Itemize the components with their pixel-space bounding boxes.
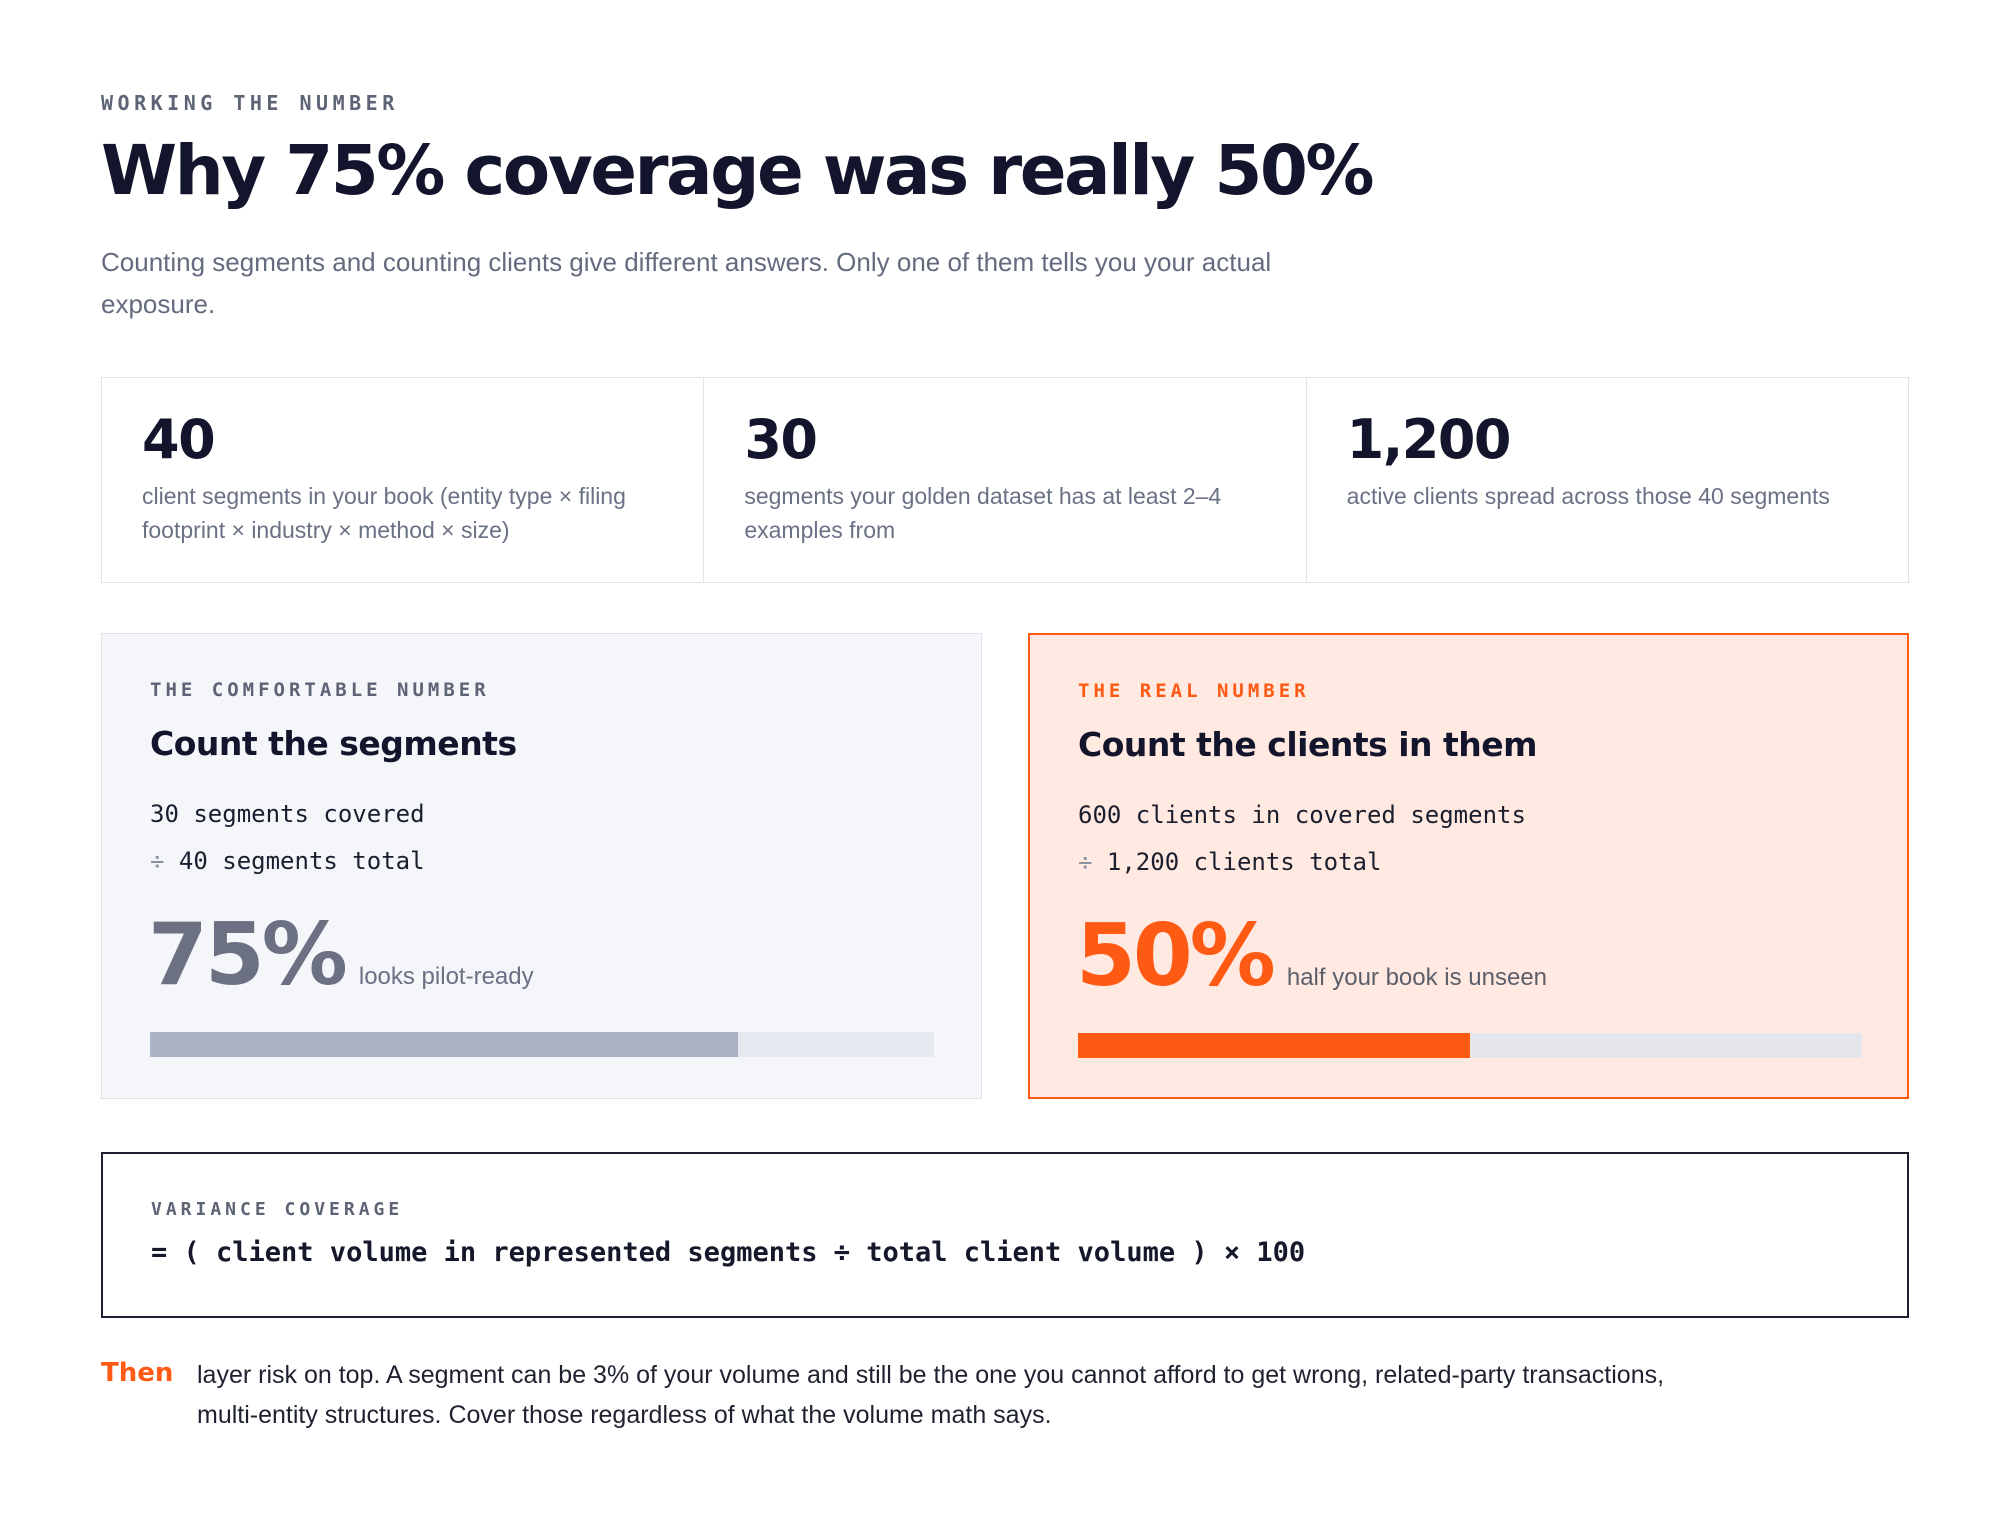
page-title: Why 75% coverage was really 50% xyxy=(101,131,1375,211)
result-note: half your book is unseen xyxy=(1286,964,1548,991)
calc-denominator-text: 1,200 clients total xyxy=(1106,848,1382,876)
divide-sign: ÷ xyxy=(150,847,165,875)
page-subtitle: Counting segments and counting clients g… xyxy=(101,247,1272,319)
coverage-bar-fill xyxy=(1078,1033,1470,1058)
stat-value: 40 xyxy=(142,408,216,471)
stat-value: 30 xyxy=(744,408,818,471)
stat-label: segments your golden dataset has at leas… xyxy=(744,483,1222,543)
stat-label: active clients spread across those 40 se… xyxy=(1346,483,1830,509)
result-row: 75% looks pilot-ready xyxy=(148,904,534,1007)
stat-label: client segments in your book (entity typ… xyxy=(142,483,626,543)
real-number-card: THE REAL NUMBER Count the clients in the… xyxy=(1028,633,1909,1099)
card-eyebrow: THE REAL NUMBER xyxy=(1078,680,1310,702)
result-percent: 75% xyxy=(148,905,348,1005)
stat-covered-segments: 30 segments your golden dataset has at l… xyxy=(704,378,1307,582)
calc-denominator: ÷ 40 segments total xyxy=(150,847,425,875)
comfortable-number-card: THE COMFORTABLE NUMBER Count the segment… xyxy=(101,633,982,1099)
coverage-bar xyxy=(1078,1033,1862,1058)
card-title: Count the clients in them xyxy=(1078,725,1538,764)
result-note: looks pilot-ready xyxy=(358,963,534,990)
calc-numerator: 600 clients in covered segments xyxy=(1078,801,1526,829)
calc-denominator: ÷ 1,200 clients total xyxy=(1078,848,1381,876)
coverage-bar-fill xyxy=(150,1032,738,1057)
formula-box: VARIANCE COVERAGE = ( client volume in r… xyxy=(101,1152,1909,1318)
footnote-lead: Then xyxy=(101,1358,174,1388)
result-percent: 50% xyxy=(1076,906,1276,1006)
divide-sign: ÷ xyxy=(1078,848,1093,876)
result-row: 50% half your book is unseen xyxy=(1076,905,1547,1008)
stat-segments: 40 client segments in your book (entity … xyxy=(102,378,705,582)
coverage-bar xyxy=(150,1032,934,1057)
card-title: Count the segments xyxy=(150,724,517,763)
formula-expression: = ( client volume in represented segment… xyxy=(151,1237,1306,1268)
calc-denominator-text: 40 segments total xyxy=(178,847,425,875)
calc-numerator: 30 segments covered xyxy=(150,800,425,828)
stat-value: 1,200 xyxy=(1346,408,1512,471)
stats-row: 40 client segments in your book (entity … xyxy=(101,377,1909,583)
formula-label: VARIANCE COVERAGE xyxy=(151,1199,404,1220)
stat-active-clients: 1,200 active clients spread across those… xyxy=(1307,378,1908,582)
section-eyebrow: WORKING THE NUMBER xyxy=(101,91,399,115)
card-eyebrow: THE COMFORTABLE NUMBER xyxy=(150,679,490,701)
footnote-text: layer risk on top. A segment can be 3% o… xyxy=(197,1361,1665,1429)
